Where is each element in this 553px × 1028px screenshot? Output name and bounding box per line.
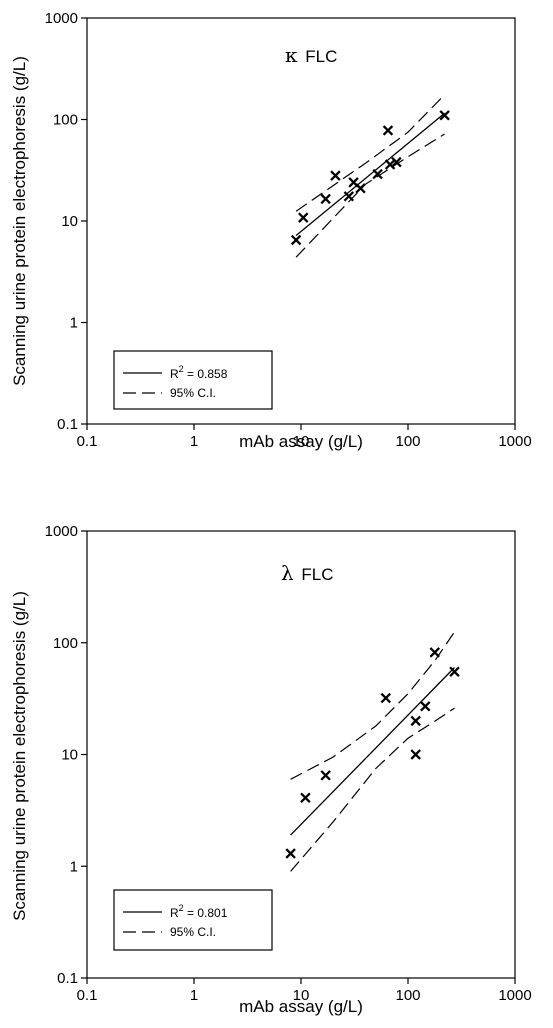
y-axis-label: Scanning urine protein electrophoresis (… <box>10 56 29 386</box>
fit-line <box>295 112 446 237</box>
ci-upper-line <box>295 94 446 212</box>
kappa-flc-panel: 0.1 1 10 100 1000 0.1 1 10 100 1000 κ FLC R2 = 0… <box>10 10 532 451</box>
legend-box <box>113 889 273 951</box>
x-tick-label: 100 <box>395 987 420 1004</box>
data-point <box>300 792 311 803</box>
data-point <box>410 749 421 760</box>
panel-title: κ FLC <box>285 43 337 67</box>
data-point <box>343 191 355 202</box>
title-symbol: λ <box>281 561 294 585</box>
data-point <box>439 110 450 121</box>
y-tick-label: 0.1 <box>57 416 78 433</box>
plot-frame <box>86 530 516 979</box>
x-axis-label: mAb assay (g/L) <box>239 997 363 1016</box>
data-point <box>285 848 296 859</box>
legend-ci-label: 95% C.I. <box>170 925 216 939</box>
x-tick-label: 0.1 <box>77 987 98 1004</box>
y-tick-label: 1 <box>70 315 78 332</box>
data-point <box>320 193 331 205</box>
data-point <box>380 692 392 704</box>
legend: R2 = 0.858 95% C.I. <box>113 350 273 410</box>
data-point <box>355 183 366 194</box>
data-point <box>449 666 460 677</box>
title-text: FLC <box>305 47 337 66</box>
x-tick-label: 1000 <box>498 987 531 1004</box>
ci-lower-line <box>295 133 445 258</box>
y-axis-label: Scanning urine protein electrophoresis (… <box>10 591 29 921</box>
x-tick-label: 10 <box>293 987 310 1004</box>
x-axis: 0.1 1 10 100 1000 <box>77 978 532 1004</box>
data-point <box>429 647 441 658</box>
data-points <box>285 647 460 859</box>
legend-fit-label: R2 = 0.858 <box>170 364 228 381</box>
lambda-flc-panel: 0.1 1 10 100 1000 0.1 1 10 100 1000 λ FLC R2 = 0… <box>10 523 532 1016</box>
data-point <box>330 170 341 181</box>
y-tick-label: 1 <box>70 858 78 875</box>
x-tick-label: 0.1 <box>77 433 98 450</box>
y-axis: 0.1 1 10 100 1000 <box>45 523 87 987</box>
x-tick-label: 100 <box>395 433 420 450</box>
legend-fit-label: R2 = 0.801 <box>170 903 228 920</box>
data-point <box>410 715 421 727</box>
y-tick-label: 0.1 <box>57 970 78 987</box>
regression-line <box>295 112 446 237</box>
data-point <box>420 701 431 712</box>
data-point <box>382 125 394 136</box>
ci-lower-line <box>290 707 455 872</box>
legend-ci-label: 95% C.I. <box>170 386 216 400</box>
x-tick-label: 1000 <box>498 433 531 450</box>
y-tick-label: 100 <box>53 635 78 652</box>
regression-line <box>290 667 455 836</box>
x-tick-label: 1 <box>190 433 198 450</box>
y-axis: 0.1 1 10 100 1000 <box>45 10 87 433</box>
confidence-interval-lines <box>295 94 446 258</box>
x-axis-label: mAb assay (g/L) <box>239 432 363 451</box>
legend: R2 = 0.801 95% C.I. <box>113 889 273 951</box>
y-tick-label: 1000 <box>45 10 78 27</box>
data-point <box>290 234 302 246</box>
data-point <box>320 770 331 781</box>
x-axis: 0.1 1 10 100 1000 <box>77 424 532 450</box>
y-tick-label: 10 <box>61 213 78 230</box>
x-tick-label: 10 <box>293 433 310 450</box>
title-text: FLC <box>301 565 333 584</box>
y-tick-label: 1000 <box>45 523 78 540</box>
y-tick-label: 100 <box>53 112 78 129</box>
data-points <box>290 110 450 246</box>
ci-upper-line <box>290 631 455 780</box>
y-tick-label: 10 <box>61 747 78 764</box>
data-point <box>372 168 383 180</box>
panel-title: λ FLC <box>281 561 334 585</box>
data-point <box>391 156 402 168</box>
data-point <box>298 212 309 223</box>
legend-box <box>113 350 273 410</box>
title-symbol: κ <box>285 43 298 67</box>
fit-line <box>290 667 455 836</box>
x-tick-label: 1 <box>190 987 198 1004</box>
